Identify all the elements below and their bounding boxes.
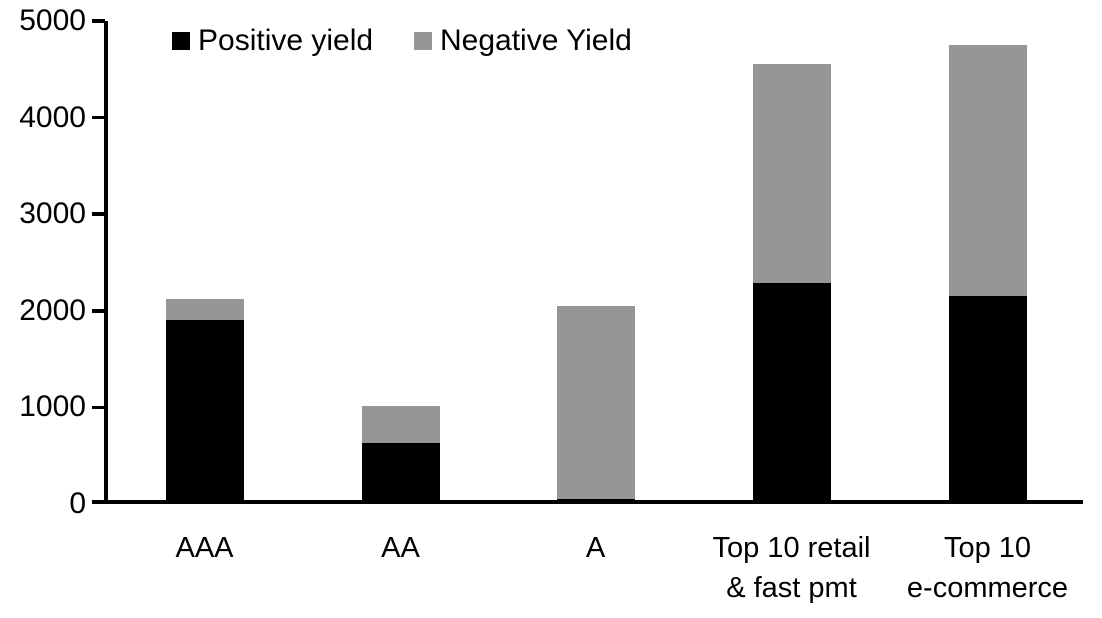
- legend-label-negative-yield: Negative Yield: [440, 24, 632, 57]
- bar-segment-positive-yield-aa: [361, 443, 440, 504]
- bar-segment-negative-yield-top-10: [948, 45, 1027, 297]
- x-axis-line: [92, 499, 1083, 504]
- bar-segment-positive-yield-top-10: [948, 296, 1027, 504]
- positive-yield-swatch-icon: [172, 32, 190, 50]
- y-axis-line: [103, 21, 108, 504]
- y-tick-mark-1000: [92, 405, 105, 410]
- legend-label-positive-yield: Positive yield: [198, 24, 374, 57]
- x-category-label-aa: AA: [381, 532, 420, 564]
- bar-segment-negative-yield-top-10-retail: [752, 63, 831, 283]
- x-category-label-top-10: Top 10 e-commerce: [906, 532, 1069, 604]
- negative-yield-swatch-icon: [414, 32, 432, 50]
- y-tick-label-0: 0: [69, 487, 86, 520]
- y-tick-mark-4000: [92, 115, 105, 120]
- bar-segment-positive-yield-aaa: [165, 320, 244, 504]
- chart-legend: Positive yield Negative Yield: [0, 23, 1102, 59]
- y-tick-label-2000: 2000: [19, 293, 86, 327]
- bar-segment-negative-yield-a: [556, 305, 635, 500]
- y-tick-mark-2000: [92, 309, 105, 313]
- x-category-label-a: A: [585, 532, 606, 564]
- y-tick-label-4000: 4000: [19, 100, 86, 134]
- x-category-label-aaa: AAA: [175, 532, 234, 564]
- y-tick-label-1000: 1000: [19, 390, 86, 424]
- bar-segment-negative-yield-aa: [361, 406, 440, 444]
- x-category-label-top-10-retail: Top 10 retail & fast pmt: [712, 532, 871, 604]
- legend-item-positive-yield: Positive yield: [172, 23, 373, 59]
- y-tick-mark-3000: [92, 212, 105, 216]
- y-tick-mark-5000: [92, 19, 105, 23]
- legend-item-negative-yield: Negative Yield: [414, 23, 632, 59]
- bar-segment-positive-yield-top-10-retail: [752, 282, 831, 504]
- bar-segment-negative-yield-aaa: [165, 299, 244, 321]
- y-tick-label-5000: 5000: [19, 4, 86, 37]
- y-tick-label-3000: 3000: [19, 197, 86, 231]
